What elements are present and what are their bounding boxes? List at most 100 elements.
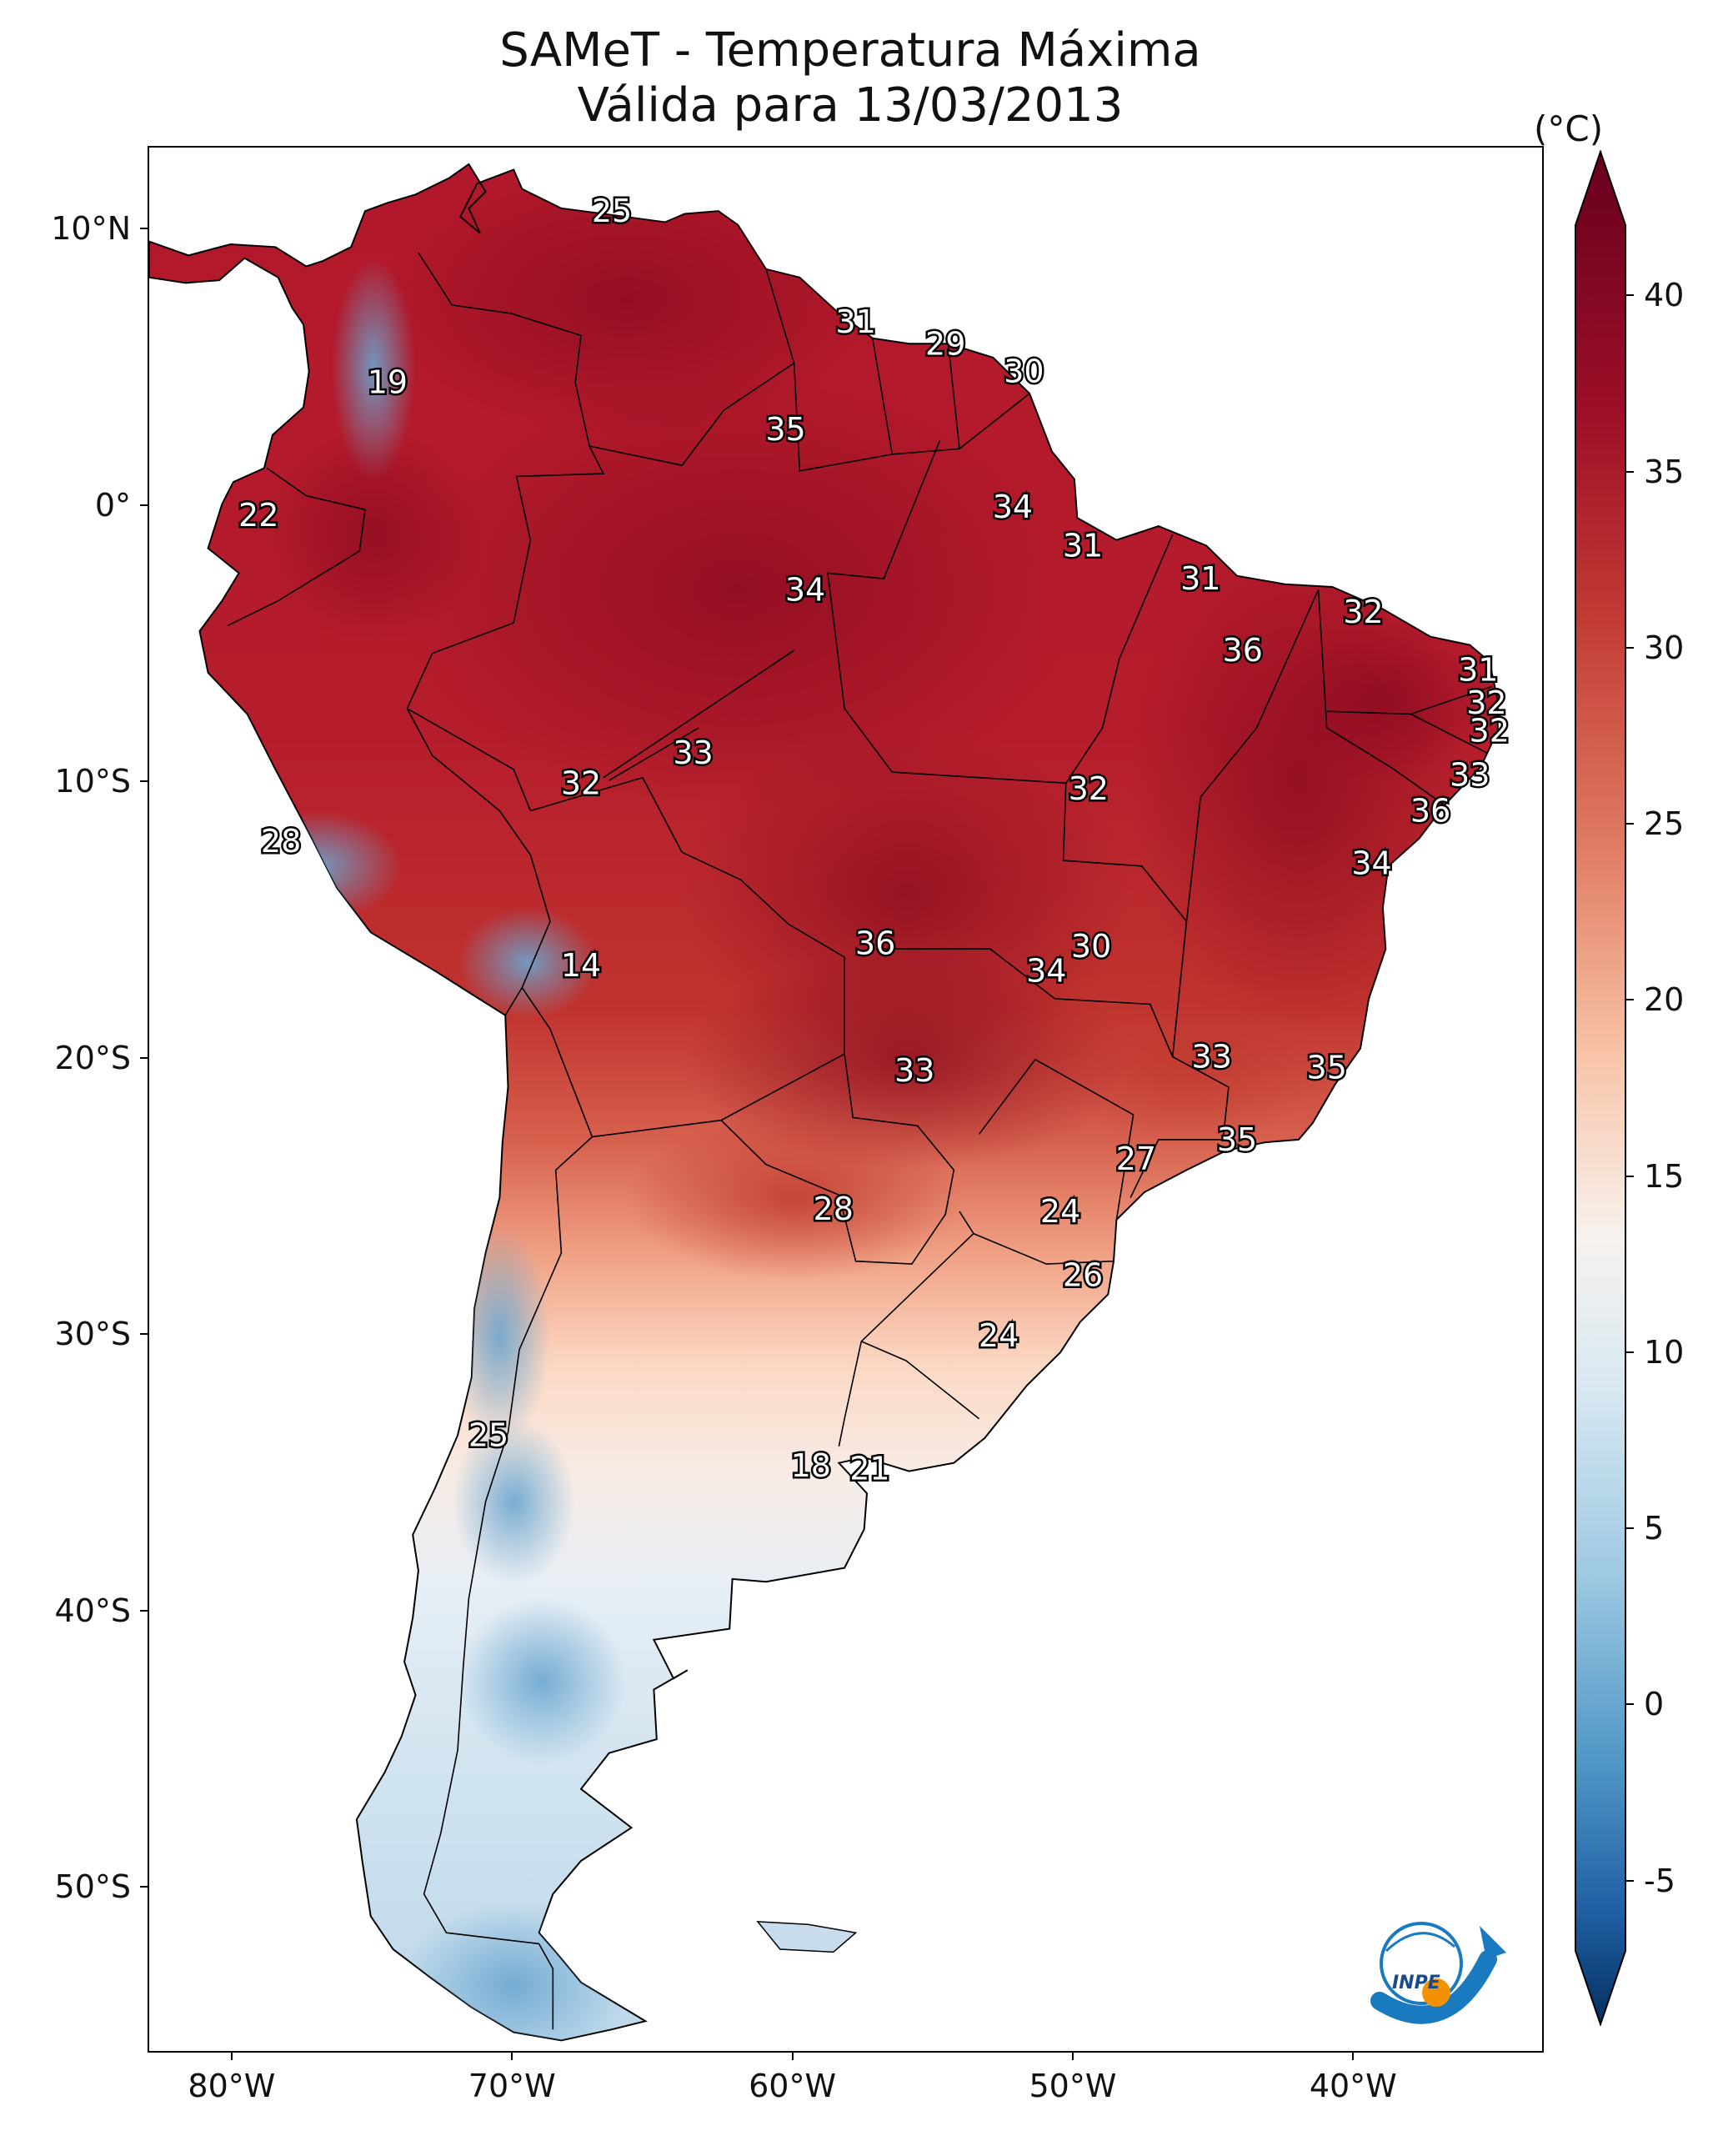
colorbar-tick-label: 0	[1644, 1686, 1665, 1723]
border-line	[609, 727, 699, 781]
colorbar-body	[1575, 150, 1626, 2026]
inpe-logo: INPE	[1370, 1922, 1506, 2024]
contour-label: 26	[1063, 1256, 1103, 1293]
border-line	[521, 776, 845, 1138]
colorbar-tick-label: 40	[1644, 277, 1685, 314]
border-line	[418, 252, 605, 624]
lon-tick	[511, 2053, 513, 2060]
contour-label: 36	[1410, 793, 1450, 830]
contour-label: 30	[1071, 928, 1111, 965]
contour-label: 36	[855, 925, 895, 962]
border-line	[423, 1136, 593, 2030]
lat-tick	[140, 1886, 148, 1888]
border-line	[227, 509, 366, 627]
lon-tick-label: 60°W	[749, 2068, 837, 2104]
contour-label: 35	[765, 411, 805, 448]
colorbar-tick	[1625, 1527, 1634, 1530]
border-line	[406, 622, 551, 1016]
border-line	[720, 1054, 955, 1265]
temperature-shading	[401, 369, 1074, 811]
colorbar	[1575, 150, 1626, 2026]
colorbar-tick-label: 15	[1644, 1157, 1685, 1195]
colorbar-tick	[1625, 646, 1634, 649]
contour-label: 30	[1004, 353, 1044, 390]
contour-label: 33	[673, 735, 713, 771]
land-layer	[149, 163, 1499, 2042]
colorbar-tick-label: 30	[1644, 629, 1685, 666]
contour-label: 32	[561, 765, 601, 801]
contour-label: 31	[1063, 527, 1103, 564]
chart-title: SAMeT - Temperatura Máxima Válida para 1…	[150, 23, 1550, 133]
colorbar-tick	[1625, 823, 1634, 825]
lon-tick-label: 80°W	[188, 2068, 276, 2104]
colorbar-tick-label: 35	[1644, 453, 1685, 490]
temperature-shading	[452, 1418, 576, 1585]
temperature-shading	[1046, 976, 1327, 1143]
temperature-shading	[1270, 617, 1495, 784]
border-line	[860, 1233, 974, 1342]
contour-label: 28	[814, 1191, 854, 1227]
contour-label: 35	[1307, 1050, 1347, 1086]
contour-label: 21	[849, 1450, 889, 1487]
contour-label: 31	[1180, 560, 1220, 597]
contour-label: 32	[1470, 712, 1510, 749]
temperature-shading	[457, 907, 599, 1019]
colorbar-tick	[1625, 999, 1634, 1001]
border-line	[1065, 534, 1174, 784]
lat-tick	[140, 504, 148, 506]
lat-tick-label: 10°S	[54, 763, 131, 800]
contour-label: 28	[261, 823, 301, 860]
lat-tick	[140, 1333, 148, 1336]
lon-tick	[230, 2053, 233, 2060]
border-line	[589, 268, 795, 467]
temperature-shading	[625, 1115, 963, 1281]
contour-label: 32	[1466, 684, 1506, 721]
temperature-shading	[1130, 534, 1467, 1032]
contour-label: 36	[1223, 632, 1263, 669]
contour-label: 31	[1458, 651, 1498, 688]
contour-label: 34	[785, 571, 825, 608]
border-line	[266, 467, 366, 510]
border-line	[1410, 713, 1487, 754]
colorbar-tick	[1625, 470, 1634, 473]
contour-label: 34	[1026, 953, 1066, 990]
contour-label: 31	[835, 303, 875, 340]
temperature-shading	[233, 810, 402, 922]
colorbar-tick	[1625, 1351, 1634, 1353]
colorbar-tick	[1625, 294, 1634, 297]
lat-tick-label: 40°S	[54, 1592, 131, 1629]
lon-tick	[1071, 2053, 1074, 2060]
lon-tick-label: 50°W	[1029, 2068, 1117, 2104]
lon-tick-label: 70°W	[468, 2068, 556, 2104]
temperature-shading	[457, 1598, 626, 1764]
contour-label: 33	[1450, 756, 1490, 793]
border-line	[793, 338, 894, 472]
border-line	[973, 1232, 1114, 1265]
colorbar-tick-label: 20	[1644, 981, 1685, 1019]
contour-label: 19	[368, 364, 408, 401]
border-line	[1185, 589, 1320, 922]
colorbar-tick	[1625, 1703, 1634, 1706]
border-line	[827, 439, 941, 709]
contour-label: 24	[1040, 1193, 1080, 1230]
contour-label: 35	[1217, 1121, 1257, 1158]
lon-tick	[1352, 2053, 1355, 2060]
temperature-shading	[331, 258, 416, 479]
contour-label: 33	[894, 1052, 934, 1089]
lat-tick-label: 20°S	[54, 1039, 131, 1076]
map-area[interactable]: 25 19 31 29 30 35 22 34 31 34 31 32 36 31 32 32 33 32 32 33…	[148, 146, 1544, 2053]
contour-label: 25	[468, 1417, 508, 1454]
border-line	[1129, 1139, 1224, 1198]
border-line	[878, 948, 1230, 1140]
border-line	[860, 1341, 980, 1420]
inpe-logo-text: INPE	[1392, 1973, 1440, 1993]
colorbar-tick	[1625, 1879, 1634, 1882]
border-line	[959, 393, 1030, 449]
border-line	[978, 1058, 1134, 1221]
colorbar-tick	[1625, 1175, 1634, 1177]
colorbar-tick-label: 10	[1644, 1333, 1685, 1371]
border-line	[407, 708, 532, 811]
contour-label: 14	[561, 947, 601, 984]
lat-tick	[140, 228, 148, 230]
